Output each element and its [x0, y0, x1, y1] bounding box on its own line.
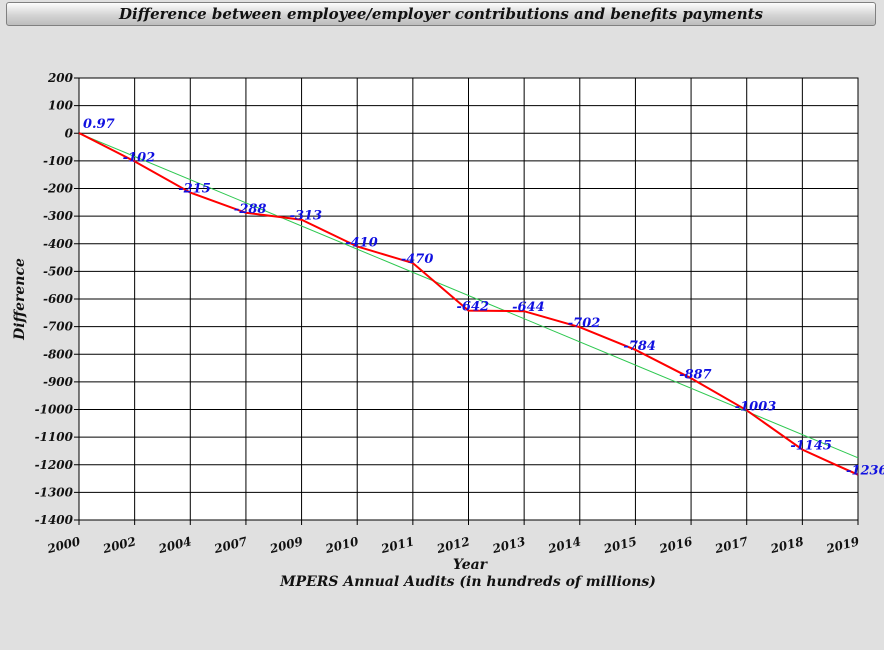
x-tick-label: 2019	[824, 534, 861, 556]
x-tick-label: 2013	[490, 534, 527, 556]
y-tick-label: -600	[43, 292, 74, 306]
data-label: -1145	[790, 439, 832, 454]
y-tick-label: 200	[47, 71, 74, 85]
x-tick-label: 2018	[768, 534, 805, 556]
series-line	[78, 132, 859, 476]
y-axis-label: Difference	[12, 258, 28, 341]
x-tick-label: 2015	[601, 534, 638, 556]
data-label: -784	[623, 339, 656, 354]
trend-line	[78, 132, 859, 459]
x-tick-label: 2009	[268, 534, 305, 556]
x-tick-label: 2010	[323, 534, 360, 556]
y-tick-label: -1400	[35, 513, 74, 527]
x-tick-label: 2017	[713, 534, 750, 556]
x-axis-ticks: 2000 2002 2004 2007 2009 2010 2011 2012 2013 2014…	[45, 520, 861, 556]
data-label: -313	[290, 209, 323, 224]
data-label: 0.97	[83, 117, 115, 132]
data-label: -887	[679, 367, 712, 382]
y-tick-label: 0	[65, 126, 74, 140]
y-tick-label: -300	[43, 209, 74, 223]
x-tick-label: 2007	[212, 534, 249, 556]
data-label: -1003	[735, 399, 777, 414]
x-axis-label: Year	[453, 557, 489, 573]
y-tick-label: -500	[43, 264, 74, 278]
chart-title: Difference between employee/employer con…	[6, 2, 876, 26]
x-tick-label: 2012	[434, 534, 471, 556]
y-tick-label: -700	[43, 320, 74, 334]
data-label: -470	[401, 252, 434, 267]
y-tick-label: -1000	[35, 403, 74, 417]
y-axis-ticks: 200 100 0 -100 -200 -300 -400 -500 -600 -700 -800 -…	[35, 71, 79, 527]
data-label: -215	[178, 182, 211, 197]
y-tick-label: -800	[43, 347, 74, 361]
y-tick-label: -1300	[35, 485, 74, 499]
y-tick-label: 100	[48, 99, 74, 113]
y-tick-label: -400	[43, 237, 74, 251]
y-tick-label: -900	[43, 375, 74, 389]
x-axis-sublabel: MPERS Annual Audits (in hundreds of mill…	[279, 574, 656, 590]
data-label: -702	[568, 316, 601, 331]
data-label: -644	[512, 300, 545, 315]
data-label: -288	[234, 202, 267, 217]
data-label: -642	[457, 300, 490, 315]
y-tick-label: -100	[43, 154, 74, 168]
data-labels: 0.97 -102 -215 -288 -313 -410 -470 -642 -644 -702…	[83, 117, 884, 479]
x-tick-label: 2004	[156, 534, 193, 556]
x-tick-label: 2014	[546, 534, 583, 556]
y-tick-label: -1200	[35, 458, 74, 472]
data-label: -102	[123, 150, 156, 165]
series-lines	[78, 132, 859, 476]
x-tick-label: 2011	[379, 534, 416, 556]
data-label: -410	[345, 236, 378, 251]
x-tick-label: 2002	[101, 534, 138, 556]
y-tick-label: -1100	[35, 430, 74, 444]
x-tick-label: 2000	[45, 534, 82, 556]
y-tick-label: -200	[43, 182, 74, 196]
grid-lines	[78, 77, 859, 521]
x-tick-label: 2016	[657, 534, 694, 556]
data-label: -1236	[846, 464, 884, 479]
